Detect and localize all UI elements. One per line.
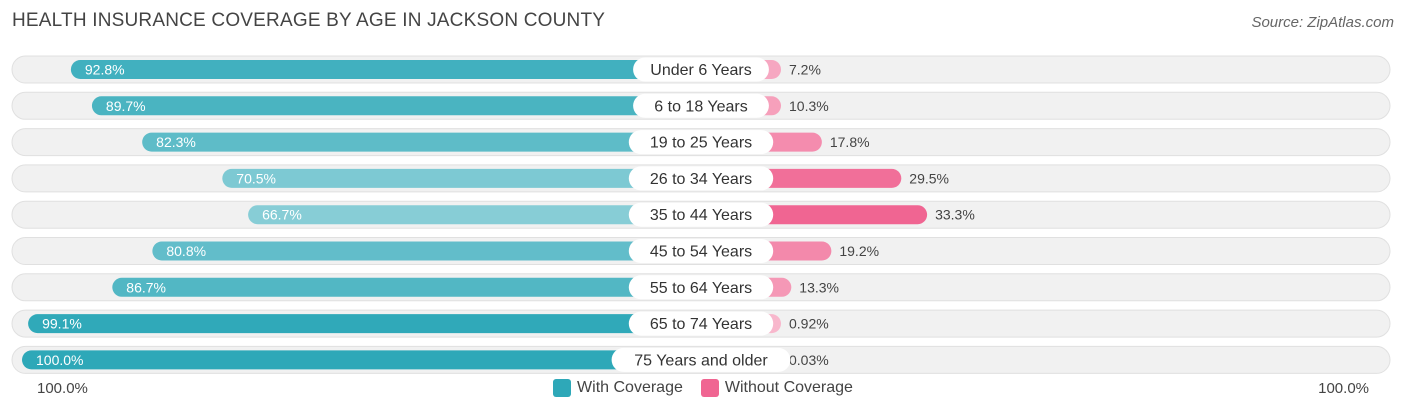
bar-with-coverage bbox=[112, 277, 701, 297]
chart-row: 99.1% 0.92% 65 to 74 Years bbox=[11, 309, 1391, 338]
legend-swatch-without-coverage bbox=[700, 379, 719, 397]
category-label: Under 6 Years bbox=[650, 62, 751, 79]
chart-area: 92.8% 7.2% Under 6 Years 89.7% 10.3% 6 to 18 … bbox=[11, 55, 1391, 374]
value-label-with-coverage: 99.1% bbox=[42, 316, 82, 332]
category-pill bbox=[628, 202, 774, 227]
value-label-with-coverage: 100.0% bbox=[36, 352, 83, 368]
bar-with-coverage bbox=[91, 96, 701, 116]
chart-row: 89.7% 10.3% 6 to 18 Years bbox=[11, 91, 1391, 120]
chart-title: HEALTH INSURANCE COVERAGE BY AGE IN JACK… bbox=[12, 10, 606, 31]
bar-with-coverage bbox=[152, 241, 702, 261]
value-label-without-coverage: 29.5% bbox=[909, 170, 949, 186]
value-label-without-coverage: 33.3% bbox=[935, 207, 975, 223]
bar-with-coverage bbox=[248, 205, 701, 225]
legend-item-without-coverage: Without Coverage bbox=[700, 379, 853, 397]
category-pill bbox=[633, 57, 769, 82]
source-label: Source: ZipAtlas.com bbox=[1251, 14, 1394, 31]
category-label: 55 to 64 Years bbox=[650, 280, 752, 297]
bar-with-coverage bbox=[22, 350, 701, 370]
category-pill bbox=[628, 275, 774, 300]
value-label-without-coverage: 17.8% bbox=[830, 134, 870, 150]
category-pill bbox=[611, 347, 791, 372]
category-pill bbox=[628, 239, 774, 263]
bar-with-coverage bbox=[222, 168, 701, 188]
axis-left-label: 100.0% bbox=[37, 380, 88, 397]
value-label-without-coverage: 10.3% bbox=[789, 98, 829, 114]
legend: With Coverage Without Coverage bbox=[0, 379, 1406, 397]
category-label: 45 to 54 Years bbox=[650, 244, 752, 261]
category-label: 26 to 34 Years bbox=[650, 171, 752, 188]
category-label: 35 to 44 Years bbox=[650, 207, 752, 224]
value-label-with-coverage: 70.5% bbox=[236, 170, 276, 186]
chart-row: 66.7% 33.3% 35 to 44 Years bbox=[11, 200, 1391, 229]
bar-with-coverage bbox=[70, 60, 701, 79]
value-label-with-coverage: 92.8% bbox=[85, 62, 125, 78]
value-label-with-coverage: 82.3% bbox=[156, 134, 196, 150]
value-label-without-coverage: 0.92% bbox=[789, 316, 829, 332]
value-label-without-coverage: 13.3% bbox=[799, 279, 839, 295]
value-label-without-coverage: 19.2% bbox=[839, 243, 879, 259]
value-label-with-coverage: 89.7% bbox=[106, 98, 146, 114]
category-pill bbox=[628, 166, 774, 191]
category-pill bbox=[633, 93, 769, 118]
category-label: 75 Years and older bbox=[634, 352, 768, 369]
value-label-with-coverage: 66.7% bbox=[262, 207, 302, 223]
category-label: 19 to 25 Years bbox=[650, 135, 752, 152]
value-label-without-coverage: 0.03% bbox=[789, 352, 829, 368]
category-label: 65 to 74 Years bbox=[650, 316, 752, 333]
legend-label-without-coverage: Without Coverage bbox=[724, 379, 853, 396]
legend-label-with-coverage: With Coverage bbox=[577, 379, 683, 396]
chart-row: 100.0% 0.03% 75 Years and older bbox=[11, 345, 1391, 374]
legend-item-with-coverage: With Coverage bbox=[553, 379, 683, 397]
category-pill bbox=[628, 130, 774, 155]
axis-right-label: 100.0% bbox=[1318, 380, 1369, 397]
category-pill bbox=[628, 311, 774, 336]
chart-row: 92.8% 7.2% Under 6 Years bbox=[11, 55, 1391, 84]
chart-row: 82.3% 17.8% 19 to 25 Years bbox=[11, 128, 1391, 157]
legend-swatch-with-coverage bbox=[553, 379, 572, 397]
bar-with-coverage bbox=[142, 132, 702, 152]
value-label-without-coverage: 7.2% bbox=[789, 62, 821, 78]
chart-row: 86.7% 13.3% 55 to 64 Years bbox=[11, 273, 1391, 302]
category-label: 6 to 18 Years bbox=[654, 98, 747, 115]
value-label-with-coverage: 80.8% bbox=[166, 243, 206, 259]
chart-row: 80.8% 19.2% 45 to 54 Years bbox=[11, 237, 1391, 265]
value-label-with-coverage: 86.7% bbox=[126, 279, 166, 295]
bar-with-coverage bbox=[28, 314, 701, 334]
chart-row: 70.5% 29.5% 26 to 34 Years bbox=[11, 164, 1391, 193]
